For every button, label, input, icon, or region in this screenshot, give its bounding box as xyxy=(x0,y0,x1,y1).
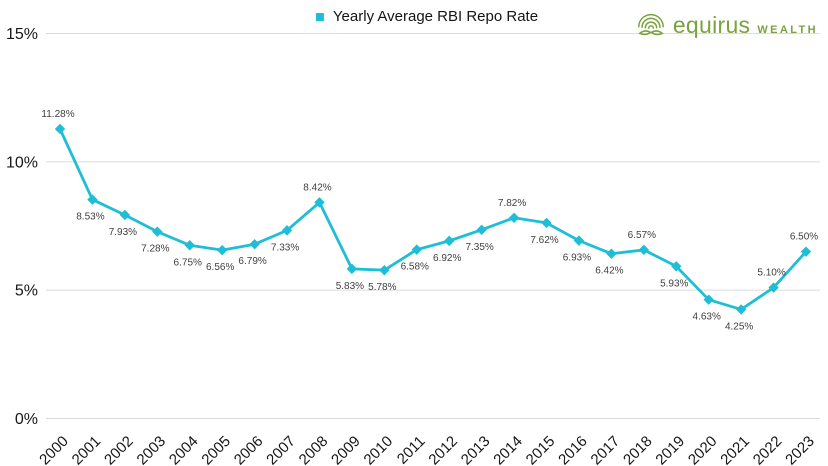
data-point-label: 7.82% xyxy=(498,198,526,209)
data-point-label: 5.10% xyxy=(757,268,785,279)
x-tick-label: 2017 xyxy=(588,433,624,466)
data-point-marker xyxy=(184,240,195,251)
y-tick-label: 10% xyxy=(6,154,38,171)
data-point-marker xyxy=(703,294,714,305)
data-point-label: 4.25% xyxy=(725,321,753,332)
data-point-label: 5.83% xyxy=(336,281,364,292)
data-point-label: 6.92% xyxy=(433,253,461,264)
x-tick-label: 2018 xyxy=(620,433,656,466)
data-point-marker xyxy=(671,261,682,272)
data-point-marker xyxy=(249,239,260,250)
data-point-label: 6.42% xyxy=(595,266,623,277)
data-point-marker xyxy=(54,123,66,135)
data-point-marker xyxy=(346,263,358,275)
x-tick-label: 2010 xyxy=(361,433,397,466)
x-tick-label: 2009 xyxy=(328,433,364,466)
y-tick-label: 15% xyxy=(6,26,38,43)
data-point-label: 7.93% xyxy=(109,227,137,238)
x-tick-label: 2021 xyxy=(717,433,753,466)
brand-text: equirus WEALTH xyxy=(673,12,818,39)
x-tick-label: 2015 xyxy=(523,433,559,466)
data-point-marker xyxy=(476,224,487,236)
data-point-marker xyxy=(87,194,98,205)
x-tick-label: 2023 xyxy=(782,433,818,466)
data-point-label: 4.63% xyxy=(693,312,721,323)
x-tick-label: 2008 xyxy=(296,433,332,466)
data-point-label: 5.78% xyxy=(368,282,396,293)
data-point-marker xyxy=(735,304,747,315)
data-point-marker xyxy=(800,246,812,257)
x-tick-label: 2003 xyxy=(134,433,170,466)
data-point-marker xyxy=(216,244,228,256)
series-line xyxy=(58,127,808,311)
data-point-marker xyxy=(281,225,293,236)
x-tick-label: 2004 xyxy=(166,433,202,466)
data-point-label: 5.93% xyxy=(660,278,688,289)
x-tick-label: 2007 xyxy=(263,433,299,466)
data-point-marker xyxy=(638,244,650,256)
x-tick-label: 2019 xyxy=(652,433,688,466)
data-point-marker xyxy=(573,235,585,246)
x-tick-label: 2001 xyxy=(69,433,105,466)
x-tick-label: 2005 xyxy=(198,433,234,466)
x-tick-label: 2002 xyxy=(101,433,137,466)
data-point-label: 6.50% xyxy=(790,232,818,243)
data-point-marker xyxy=(152,226,163,237)
brand-name: equirus xyxy=(672,12,751,38)
tree-icon xyxy=(634,8,668,43)
data-point-label: 6.58% xyxy=(401,262,429,273)
data-point-marker xyxy=(411,244,422,255)
data-point-label: 11.28% xyxy=(41,109,74,120)
data-point-label: 8.42% xyxy=(303,182,331,193)
x-tick-label: 2020 xyxy=(685,433,721,466)
data-point-label: 6.93% xyxy=(563,253,591,264)
data-point-label: 8.53% xyxy=(76,212,104,223)
brand-logo: equirus WEALTH xyxy=(634,8,818,43)
data-point-label: 6.57% xyxy=(628,230,656,241)
data-point-label: 7.62% xyxy=(530,235,558,246)
data-point-marker xyxy=(541,217,552,229)
data-point-marker xyxy=(768,282,779,293)
x-tick-label: 2006 xyxy=(231,433,267,466)
x-tick-label: 2000 xyxy=(36,433,72,466)
data-point-marker xyxy=(508,212,520,223)
x-tick-label: 2022 xyxy=(750,433,786,466)
data-point-marker xyxy=(314,197,325,208)
data-point-label: 6.75% xyxy=(174,257,202,268)
data-point-label: 7.33% xyxy=(271,242,299,253)
data-point-label: 6.79% xyxy=(238,256,266,267)
data-point-marker xyxy=(444,235,455,247)
data-point-marker xyxy=(119,209,131,221)
data-point-marker xyxy=(379,264,390,276)
data-point-marker xyxy=(606,248,617,259)
brand-suffix: WEALTH xyxy=(757,24,818,36)
legend-marker-icon xyxy=(315,12,324,21)
x-tick-label: 2013 xyxy=(458,433,494,466)
x-tick-label: 2016 xyxy=(555,433,591,466)
legend-label: Yearly Average RBI Repo Rate xyxy=(332,8,539,25)
y-tick-label: 0% xyxy=(15,411,38,428)
x-tick-label: 2014 xyxy=(490,433,526,466)
x-tick-label: 2011 xyxy=(394,433,429,466)
y-tick-label: 5% xyxy=(15,283,38,300)
legend: Yearly Average RBI Repo Rate xyxy=(315,8,539,25)
data-point-label: 7.28% xyxy=(141,244,169,255)
data-point-label: 6.56% xyxy=(206,262,234,273)
data-point-label: 7.35% xyxy=(465,242,493,253)
x-tick-label: 2012 xyxy=(425,433,461,466)
